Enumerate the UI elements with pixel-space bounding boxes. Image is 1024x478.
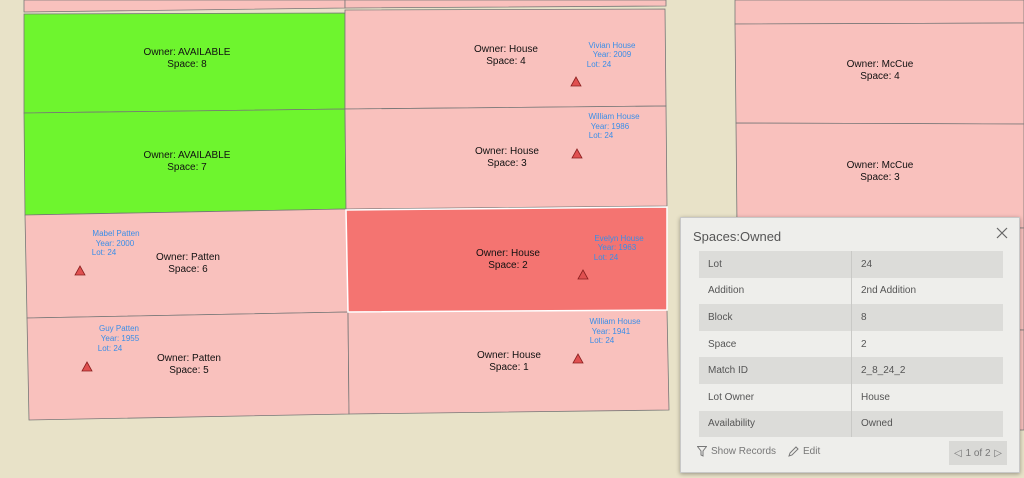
burial-name-label: Mabel Patten	[92, 229, 139, 238]
attribute-value: 2_8_24_2	[851, 357, 1003, 384]
attribute-value: House	[851, 383, 1003, 411]
burial-marker-icon[interactable]	[571, 148, 583, 159]
attribute-key: Match ID	[699, 357, 852, 384]
attribute-key: Block	[699, 304, 852, 331]
parcel-partial[interactable]	[23, 0, 346, 13]
burial-year-label: Year: 1941	[592, 327, 631, 336]
parcel-space-label: Space: 6	[168, 264, 208, 275]
feature-popup: Spaces:Owned Lot 24 Addition 2nd Additio…	[680, 217, 1020, 473]
burial-year-label: Year: 1986	[591, 122, 630, 131]
filter-icon	[697, 446, 707, 457]
burial-name-label: Vivian House	[589, 41, 637, 50]
burial-year-label: Year: 1955	[101, 334, 140, 343]
attribute-key: Lot Owner	[699, 383, 852, 411]
parcel-space-label: Space: 4	[486, 56, 526, 67]
burial-marker-icon[interactable]	[577, 269, 589, 280]
parcel-space-label: Space: 4	[860, 71, 900, 82]
burial-marker-icon[interactable]	[74, 265, 86, 276]
attribute-key: Space	[699, 330, 852, 358]
parcel-mccue-4[interactable]	[734, 22, 1024, 125]
attribute-value: 2nd Addition	[851, 277, 1003, 305]
parcel-owner-label: Owner: Patten	[157, 353, 221, 364]
close-icon[interactable]	[995, 226, 1009, 240]
attribute-row: Lot 24	[699, 251, 1003, 278]
attribute-value: 24	[851, 251, 1003, 278]
burial-lot-label: Lot: 24	[590, 336, 615, 345]
parcel-owner-label: Owner: House	[475, 146, 539, 157]
parcel-space-label: Space: 8	[167, 59, 207, 70]
burial-lot-label: Lot: 24	[92, 248, 117, 257]
burial-year-label: Year: 2000	[96, 239, 135, 248]
attribute-row: Space 2	[699, 330, 1003, 358]
burial-name-label: Evelyn House	[594, 234, 644, 243]
attribute-row: Addition 2nd Addition	[699, 277, 1003, 305]
parcel-space-label: Space: 3	[487, 158, 527, 169]
attribute-value: 2	[851, 330, 1003, 358]
parcel-owner-label: Owner: House	[477, 350, 541, 361]
attribute-key: Addition	[699, 277, 852, 305]
parcel-space-3[interactable]	[344, 105, 668, 210]
attribute-value: Owned	[851, 410, 1003, 438]
attribute-table: Lot 24 Addition 2nd Addition Block 8 Spa…	[699, 251, 1003, 438]
attribute-row: Match ID 2_8_24_2	[699, 357, 1003, 384]
burial-lot-label: Lot: 24	[587, 60, 612, 69]
parcel-partial[interactable]	[344, 0, 667, 9]
burial-name-label: William House	[589, 317, 641, 326]
attribute-key: Lot	[699, 251, 852, 278]
burial-lot-label: Lot: 24	[594, 253, 619, 262]
next-feature-icon[interactable]: ▷	[994, 447, 1002, 459]
parcel-partial[interactable]	[734, 0, 1024, 25]
burial-marker-icon[interactable]	[81, 361, 93, 372]
popup-title: Spaces:Owned	[693, 229, 782, 244]
attribute-row: Availability Owned	[699, 410, 1003, 438]
parcel-space-label: Space: 7	[167, 162, 207, 173]
parcel-owner-label: Owner: House	[476, 248, 540, 259]
parcel-mccue-3[interactable]	[735, 122, 1024, 229]
parcel-owner-label: Owner: AVAILABLE	[144, 150, 231, 161]
show-records-button[interactable]: Show Records	[697, 446, 776, 457]
show-records-label: Show Records	[711, 446, 777, 457]
attribute-key: Availability	[699, 410, 852, 438]
pencil-icon	[788, 446, 799, 457]
attribute-value: 8	[851, 304, 1003, 331]
pager: ◁ 1 of 2 ▷	[949, 441, 1007, 465]
attribute-row: Block 8	[699, 304, 1003, 331]
parcel-owner-label: Owner: AVAILABLE	[144, 47, 231, 58]
parcel-space-label: Space: 2	[488, 260, 528, 271]
burial-lot-label: Lot: 24	[589, 131, 614, 140]
edit-label: Edit	[803, 446, 821, 457]
burial-year-label: Year: 1963	[598, 243, 637, 252]
burial-marker-icon[interactable]	[572, 353, 584, 364]
parcel-space-label: Space: 1	[489, 362, 529, 373]
parcel-owner-label: Owner: McCue	[847, 59, 914, 70]
popup-footer: Show Records Edit ◁ 1 of 2 ▷	[681, 440, 1019, 472]
previous-feature-icon[interactable]: ◁	[954, 447, 962, 459]
parcel-space-label: Space: 5	[169, 365, 209, 376]
pager-count: 1 of 2	[965, 447, 991, 459]
attribute-row: Lot Owner House	[699, 383, 1003, 411]
parcel-space-label: Space: 3	[860, 172, 900, 183]
parcel-owner-label: Owner: Patten	[156, 252, 220, 263]
parcel-owner-label: Owner: McCue	[847, 160, 914, 171]
burial-name-label: William House	[588, 112, 640, 121]
burial-lot-label: Lot: 24	[98, 344, 123, 353]
parcel-owner-label: Owner: House	[474, 44, 538, 55]
burial-name-label: Guy Patten	[99, 324, 139, 333]
edit-button[interactable]: Edit	[788, 446, 820, 457]
burial-year-label: Year: 2009	[593, 50, 632, 59]
parcel-space-2-selected[interactable]	[345, 206, 668, 313]
burial-marker-icon[interactable]	[570, 76, 582, 87]
